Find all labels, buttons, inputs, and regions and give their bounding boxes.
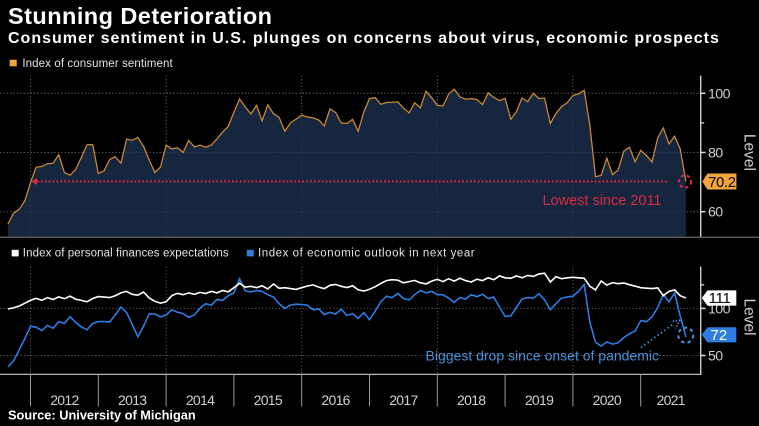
svg-text:2019: 2019 — [525, 392, 554, 408]
svg-text:Biggest drop since onset of pa: Biggest drop since onset of pandemic — [426, 348, 659, 364]
svg-text:2016: 2016 — [321, 392, 350, 408]
svg-text:Lowest since 2011: Lowest since 2011 — [542, 193, 661, 209]
svg-text:Index of economic outlook in n: Index of economic outlook in next year — [258, 247, 475, 259]
svg-text:Consumer sentiment in U.S. plu: Consumer sentiment in U.S. plunges on co… — [8, 30, 720, 47]
svg-text:60: 60 — [708, 205, 723, 221]
svg-text:2020: 2020 — [593, 392, 622, 408]
svg-text:2013: 2013 — [118, 392, 147, 408]
svg-text:2012: 2012 — [50, 392, 79, 408]
svg-text:Source: University of Michigan: Source: University of Michigan — [8, 407, 196, 422]
svg-text:Level: Level — [741, 134, 758, 171]
svg-text:Index of consumer sentiment: Index of consumer sentiment — [22, 58, 173, 70]
svg-text:100: 100 — [708, 86, 731, 102]
svg-text:2014: 2014 — [186, 392, 215, 408]
svg-text:72: 72 — [711, 327, 728, 344]
svg-text:80: 80 — [708, 146, 723, 162]
svg-text:Level: Level — [741, 298, 758, 335]
svg-text:2015: 2015 — [254, 392, 283, 408]
svg-text:50: 50 — [708, 349, 723, 365]
svg-text:Index of personal finances exp: Index of personal finances expectations — [23, 247, 229, 259]
svg-text:70.2: 70.2 — [708, 175, 736, 191]
svg-text:2018: 2018 — [457, 392, 486, 408]
svg-text:2017: 2017 — [389, 392, 418, 408]
svg-text:Stunning Deterioration: Stunning Deterioration — [8, 3, 272, 29]
svg-text:111: 111 — [709, 290, 731, 307]
svg-text:2021: 2021 — [657, 392, 686, 408]
